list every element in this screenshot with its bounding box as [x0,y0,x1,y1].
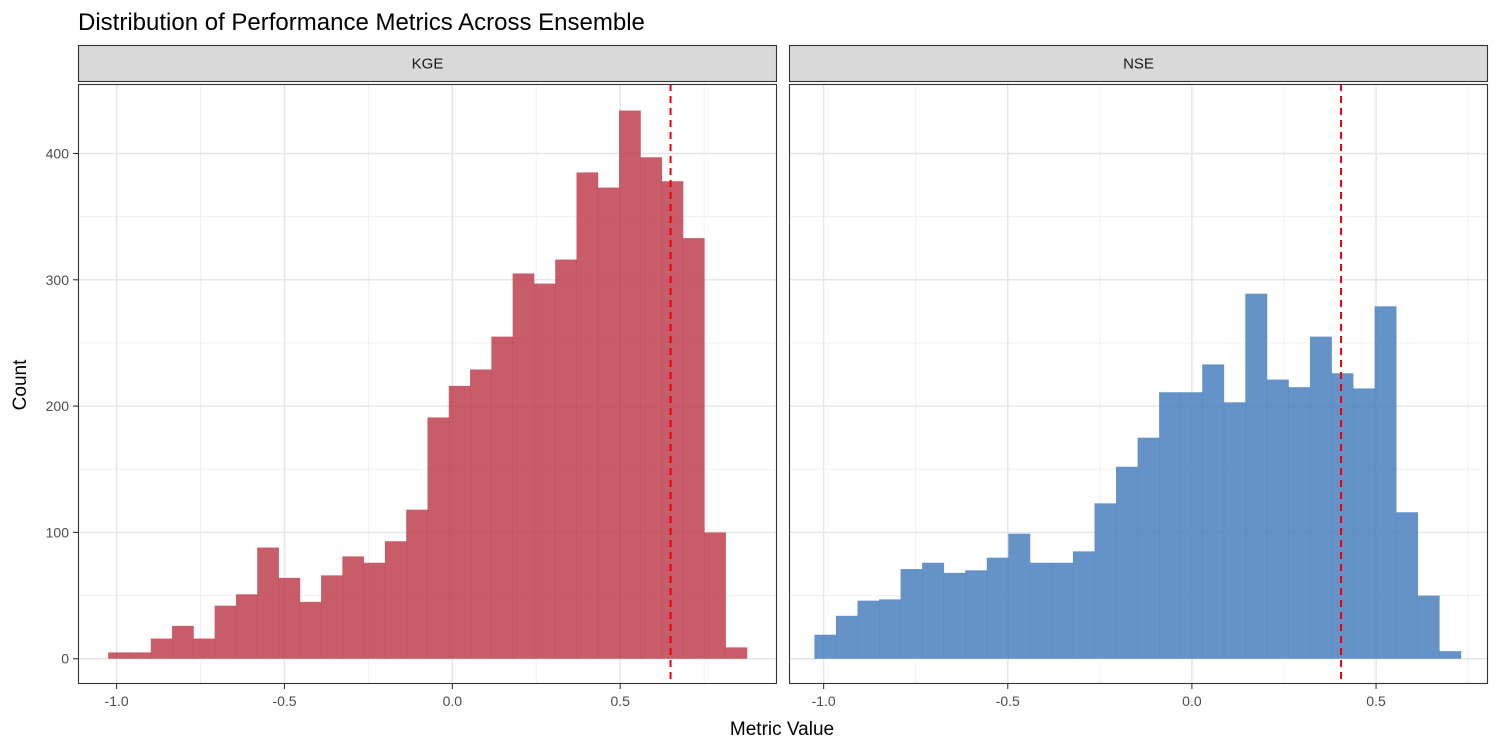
y-axis-title: Count [10,359,31,410]
histogram-bar [427,417,450,659]
histogram-bar [235,594,258,659]
histogram-bar [661,181,684,659]
histogram-bar [470,369,492,659]
histogram-bar [108,652,130,659]
histogram-bar [814,634,837,659]
histogram-bar [555,259,577,659]
x-tick-label: 0.5 [610,693,630,709]
histogram-bar [1116,466,1138,659]
histogram-bar [922,562,945,659]
panels-group: KGE -1.0 -0.5 0.0 0.5 0 100 200 300 400 NSE -1.0 -0.… [46,44,1489,709]
histogram-bar [879,599,901,659]
facet-strip [77,44,778,83]
histogram-bar [597,187,620,659]
histogram-bar [704,532,726,659]
histogram-bar [640,157,663,659]
facet-strip-label: KGE [412,56,444,73]
histogram-bar [1439,651,1462,659]
x-tick-label: -0.5 [272,693,296,709]
histogram-bar [150,638,173,659]
y-tick-label: 0 [61,651,69,667]
histogram-bar [299,601,322,659]
histogram-bar [1396,512,1419,659]
histogram-bar [1159,392,1182,659]
histogram-bar [129,652,152,659]
histogram-bar [1180,392,1203,659]
chart-title: Distribution of Performance Metrics Acro… [78,9,645,36]
histogram-bar [533,283,556,659]
histogram-bar [965,570,988,659]
histogram-bar [986,557,1009,659]
histogram-bar [172,625,194,659]
x-axis-title: Metric Value [730,719,834,740]
y-tick-label: 400 [46,145,70,161]
y-tick-label: 100 [46,524,70,540]
histogram-bar [406,509,428,659]
histogram-bar [1137,437,1160,659]
histogram-bar [1029,562,1052,659]
histogram-bar [278,577,301,659]
histogram-bar [1288,387,1311,659]
histogram-bar [448,385,471,659]
facet-strip-label: NSE [1123,56,1154,73]
histogram-bar [384,541,407,659]
histogram-bar [1202,364,1225,659]
histogram-bar [1309,336,1332,659]
x-tick-label: 0.0 [1182,693,1202,709]
histogram-bar [321,575,343,659]
y-tick-label: 300 [46,272,70,288]
panel-nse: NSE -1.0 -0.5 0.0 0.5 [788,44,1489,709]
y-tick-label: 200 [46,398,70,414]
histogram-bar [491,336,514,659]
histogram-bar [512,273,535,659]
x-tick-label: -1.0 [105,693,129,709]
histogram-bar [363,562,386,659]
histogram-bar [1051,562,1074,659]
histogram-bar [1072,551,1095,659]
histogram-bar [1417,595,1440,659]
panel-border [77,83,778,685]
histogram-bar [1266,379,1289,659]
panel-kge: KGE -1.0 -0.5 0.0 0.5 0 100 200 300 400 [46,44,778,709]
histogram-bar [857,600,880,659]
histogram-bar [1094,503,1117,659]
histogram-bar [193,638,216,659]
x-tick-label: 0.0 [443,693,463,709]
histogram-bar [943,572,966,659]
histogram-bar [214,605,237,659]
histogram-bar [619,110,641,659]
histogram-bar [900,569,923,659]
x-tick-label: 0.5 [1366,693,1386,709]
histogram-bar [1353,388,1375,659]
facet-strip [788,44,1489,83]
histogram-bar [1245,293,1268,659]
histogram-bar [725,647,748,659]
histogram-bar [576,172,599,659]
x-tick-label: -1.0 [812,693,836,709]
histogram-bar [1008,533,1031,659]
histogram-bar [1223,402,1246,659]
histogram-bar [682,238,705,659]
histogram-bar [1374,306,1397,659]
histogram-bar [342,556,365,659]
histogram-bar [1331,373,1354,659]
x-tick-label: -0.5 [996,693,1020,709]
histogram-bar [835,615,858,659]
histogram-bar [257,547,279,659]
panel-border [788,83,1489,685]
